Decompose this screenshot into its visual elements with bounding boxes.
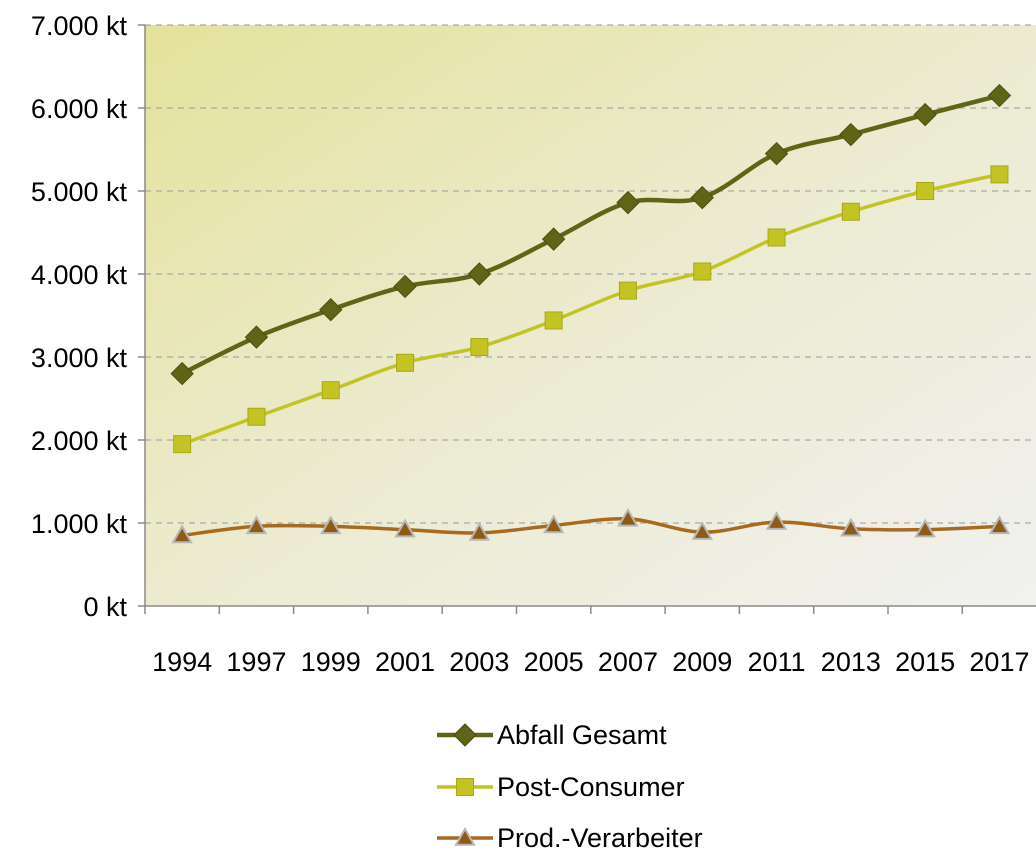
axes: 0 kt 1.000 kt 2.000 kt 3.000 kt 4.000 kt 5.00…: [31, 11, 1036, 677]
y-tick-label: 5.000 kt: [31, 177, 128, 207]
data-point: [544, 311, 563, 330]
series-line: [181, 516, 1000, 538]
y-tick-label: 4.000 kt: [31, 260, 128, 290]
data-point: [987, 83, 1012, 108]
data-point: [765, 511, 788, 530]
x-tick-label: 2009: [672, 647, 732, 677]
gridlines: [145, 24, 1036, 524]
x-tick-label: 1999: [301, 647, 361, 677]
y-tick-label: 1.000 kt: [31, 509, 128, 539]
y-tick-label: 7.000 kt: [31, 11, 128, 41]
data-point: [840, 517, 862, 537]
y-tick-label: 0 kt: [83, 592, 127, 622]
data-point: [171, 524, 193, 544]
legend-label: Post-Consumer: [497, 772, 685, 802]
legend-item: Prod.-Verarbeiter: [437, 823, 703, 853]
data-point: [468, 521, 491, 541]
data-point: [467, 262, 492, 286]
data-point: [990, 165, 1009, 184]
data-point: [693, 262, 712, 281]
data-point: [913, 102, 937, 127]
data-point: [617, 507, 639, 527]
data-point: [767, 228, 786, 247]
legend-label: Prod.-Verarbeiter: [497, 823, 703, 853]
x-tick-label: 2001: [375, 647, 435, 677]
x-tick-label: 1997: [226, 647, 286, 677]
plot-background: [145, 25, 1036, 606]
legend-label: Abfall Gesamt: [497, 720, 667, 750]
legend-marker: [453, 723, 477, 747]
data-point: [839, 122, 863, 147]
data-point: [393, 274, 417, 299]
series-2: [173, 165, 1009, 454]
x-tick-label: 2007: [598, 647, 658, 677]
data-point: [618, 281, 637, 300]
data-point: [988, 515, 1011, 535]
data-point: [470, 338, 489, 357]
y-tick-label: 6.000 kt: [31, 94, 128, 124]
legend-marker: [456, 778, 474, 796]
data-point: [691, 521, 713, 540]
data-point: [616, 190, 640, 215]
x-tick-label: 1994: [152, 647, 212, 677]
data-point: [764, 141, 789, 166]
data-point: [245, 515, 268, 535]
legend-item: Abfall Gesamt: [437, 720, 667, 750]
data-point: [247, 407, 266, 426]
legend-marker: [454, 826, 476, 846]
data-point: [173, 435, 192, 454]
data-point: [244, 325, 269, 349]
data-point: [319, 297, 343, 322]
x-tick-label: 2013: [821, 647, 881, 677]
data-point: [396, 353, 415, 372]
series-3: [171, 507, 1011, 544]
x-tick-label: 2015: [895, 647, 955, 677]
data-point: [542, 514, 565, 534]
data-point: [320, 515, 342, 535]
series-1: [170, 83, 1012, 386]
x-tick-label: 2011: [748, 647, 806, 677]
data-point: [321, 381, 340, 400]
y-tick-label: 3.000 kt: [31, 343, 128, 373]
data-point: [690, 185, 714, 210]
x-tick-label: 2005: [524, 647, 584, 677]
y-tick-label: 2.000 kt: [31, 426, 128, 456]
data-point: [170, 361, 194, 386]
x-tick-label: 2017: [969, 647, 1029, 677]
series: [170, 83, 1012, 544]
data-point: [394, 518, 416, 538]
data-point: [541, 227, 566, 251]
data-point: [914, 518, 936, 538]
legend-item: Post-Consumer: [437, 772, 685, 802]
data-point: [916, 182, 935, 200]
data-point: [841, 202, 860, 221]
x-tick-label: 2003: [449, 647, 509, 677]
legend: Abfall Gesamt Post-Consumer Prod.-Verarbei…: [437, 720, 703, 853]
